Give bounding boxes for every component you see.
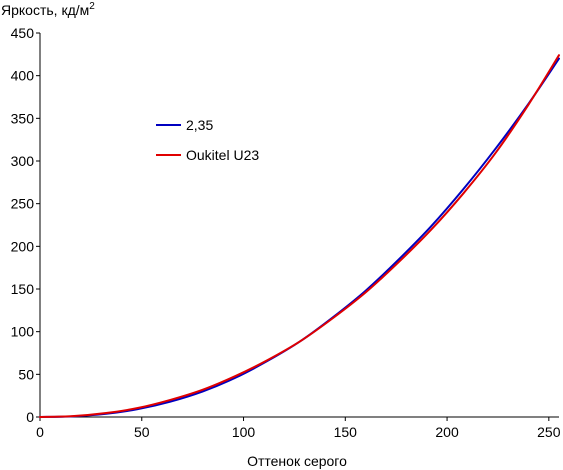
legend-label-1: 2,35 [186,117,213,133]
y-tick-label: 350 [11,110,35,126]
y-tick-label: 450 [11,25,35,41]
y-tick-label: 400 [11,68,35,84]
y-tick-label: 100 [11,324,35,340]
y-tick-label: 200 [11,238,35,254]
x-axis-ticks: 0 50 100 150 200 250 [36,417,561,440]
y-tick-label: 150 [11,281,35,297]
y-axis-title-text: Яркость, кд/м [1,2,89,18]
y-tick-label: 300 [11,153,35,169]
legend: 2,35 Oukitel U23 [156,117,259,163]
series-line-1 [39,57,560,418]
x-tick-label: 100 [232,424,256,440]
x-tick-label: 0 [36,424,44,440]
x-tick-label: 50 [134,424,150,440]
x-tick-label: 150 [334,424,358,440]
y-axis-title: Яркость, кд/м2 [1,1,95,18]
y-tick-label: 0 [26,409,34,425]
y-tick-label: 50 [18,366,34,382]
series-layer [39,54,560,418]
x-tick-label: 200 [435,424,459,440]
series-line-2 [39,54,560,418]
y-axis-title-superscript: 2 [89,1,95,12]
y-tick-label: 250 [11,196,35,212]
x-axis-title: Оттенок серого [247,453,347,469]
legend-label-2: Oukitel U23 [186,147,259,163]
x-tick-label: 250 [537,424,561,440]
y-axis-ticks: 0 50 100 150 200 250 300 350 400 450 [11,25,40,425]
